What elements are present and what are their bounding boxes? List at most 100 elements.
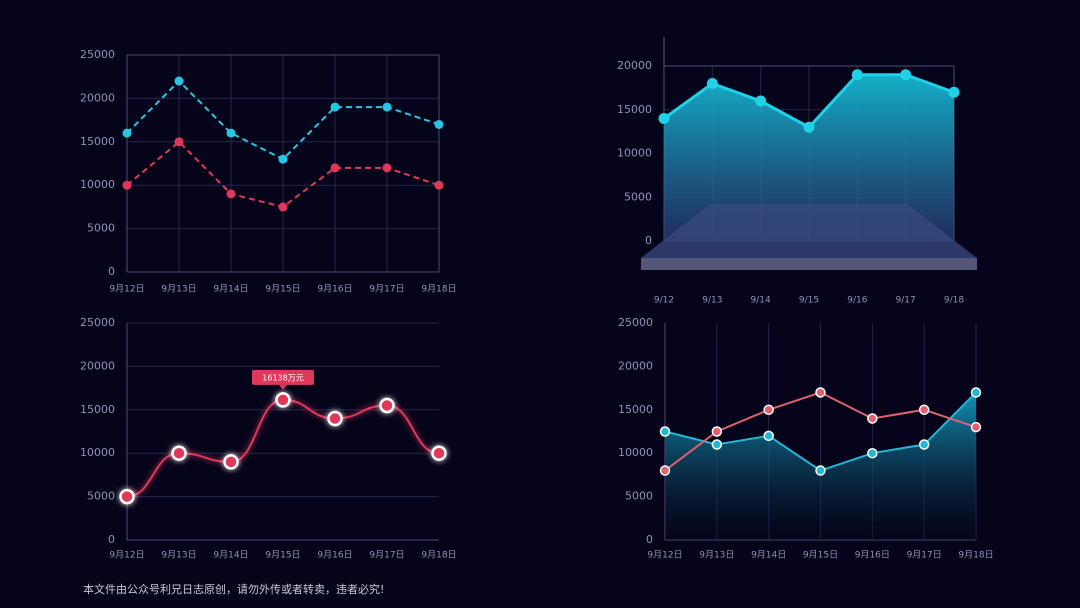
point-marker [278, 154, 288, 164]
x-tick-label: 9月18日 [421, 284, 456, 295]
point-marker [815, 387, 826, 398]
platform-side [641, 258, 977, 270]
point-marker [122, 128, 132, 138]
point-marker [659, 465, 671, 476]
y-tick-label: 15000 [80, 135, 115, 148]
point-marker [948, 86, 960, 98]
x-tick-label: 9月12日 [109, 550, 144, 561]
x-tick-label: 9月13日 [161, 550, 196, 561]
x-tick-label: 9月16日 [855, 550, 890, 561]
point-marker [434, 119, 444, 129]
x-tick-label: 9/18 [944, 296, 964, 306]
point-marker [867, 447, 878, 459]
y-tick-label: 20000 [618, 359, 653, 372]
area-fill [665, 392, 976, 540]
x-tick-label: 9月14日 [751, 550, 786, 561]
point-marker [327, 410, 343, 427]
x-tick-label: 9月12日 [647, 550, 682, 561]
y-tick-label: 0 [646, 533, 653, 546]
x-tick-label: 9/15 [799, 296, 819, 306]
x-tick-label: 9月13日 [699, 550, 734, 561]
area-fill [664, 74, 954, 241]
footer-note: 本文件由公众号利兄日志原创，请勿外传或者转卖，违者必究! [83, 582, 384, 596]
y-tick-label: 0 [108, 265, 115, 278]
point-marker [918, 404, 930, 416]
point-marker [379, 397, 395, 414]
y-tick-label: 20000 [617, 59, 652, 72]
point-marker [174, 137, 184, 147]
point-marker [171, 445, 187, 461]
point-marker [763, 404, 774, 416]
x-tick-label: 9月17日 [369, 550, 404, 561]
point-marker [706, 78, 718, 89]
point-marker [226, 128, 236, 138]
y-tick-label: 5000 [87, 222, 115, 235]
x-tick-label: 9/14 [751, 296, 771, 306]
x-tick-label: 9月15日 [265, 550, 300, 561]
point-marker [900, 69, 912, 81]
point-marker [122, 180, 132, 190]
x-tick-label: 9月16日 [317, 550, 352, 561]
point-marker [223, 454, 239, 470]
y-tick-label: 25000 [80, 316, 115, 329]
point-marker [382, 163, 392, 173]
point-marker [711, 439, 723, 450]
point-marker [851, 69, 863, 81]
point-marker [226, 189, 236, 199]
point-marker [711, 426, 723, 437]
point-marker [119, 488, 135, 505]
y-tick-label: 15000 [618, 403, 653, 416]
y-tick-label: 10000 [80, 178, 115, 191]
x-tick-label: 9月14日 [213, 550, 248, 561]
point-marker [434, 180, 444, 190]
x-tick-label: 9月13日 [161, 284, 196, 295]
x-tick-label: 9/16 [847, 296, 867, 306]
point-marker [658, 113, 670, 124]
x-tick-label: 9月17日 [369, 284, 404, 295]
y-tick-label: 20000 [80, 359, 115, 372]
point-marker [970, 421, 982, 433]
x-tick-label: 9/12 [654, 296, 674, 306]
point-marker [755, 95, 767, 107]
y-tick-label: 25000 [618, 316, 653, 329]
point-marker [867, 413, 878, 424]
x-tick-label: 9月16日 [317, 284, 352, 295]
point-marker [278, 202, 288, 212]
data-label: 16138万元 [262, 373, 303, 382]
point-marker [815, 465, 826, 476]
x-tick-label: 9/17 [896, 296, 916, 306]
y-tick-label: 10000 [618, 446, 653, 459]
x-tick-label: 9月18日 [958, 550, 993, 561]
tooltip-box [252, 369, 314, 385]
y-tick-label: 15000 [80, 403, 115, 416]
x-tick-label: 9月17日 [907, 550, 942, 561]
x-tick-label: 9月15日 [265, 284, 300, 295]
platform-top [641, 204, 977, 258]
y-tick-label: 20000 [80, 91, 115, 104]
x-tick-label: 9月12日 [109, 284, 144, 295]
x-tick-label: 9/13 [702, 296, 722, 306]
y-tick-label: 0 [108, 533, 115, 546]
y-tick-label: 15000 [617, 103, 652, 116]
y-tick-label: 10000 [617, 147, 652, 160]
point-marker [970, 387, 982, 398]
y-tick-label: 5000 [625, 490, 653, 503]
x-tick-label: 9月14日 [213, 284, 248, 295]
point-marker [918, 439, 930, 450]
point-marker [330, 163, 340, 173]
point-marker [382, 102, 392, 112]
tooltip-pointer [279, 384, 287, 390]
y-tick-label: 10000 [80, 446, 115, 459]
point-marker [659, 426, 671, 437]
point-marker [275, 392, 291, 408]
point-marker [763, 430, 774, 442]
point-marker [803, 121, 815, 133]
y-tick-label: 0 [645, 234, 652, 247]
point-marker [330, 102, 340, 112]
x-tick-label: 9月15日 [803, 550, 838, 561]
y-tick-label: 5000 [624, 190, 652, 203]
y-tick-label: 25000 [80, 48, 115, 61]
point-marker [431, 445, 447, 461]
